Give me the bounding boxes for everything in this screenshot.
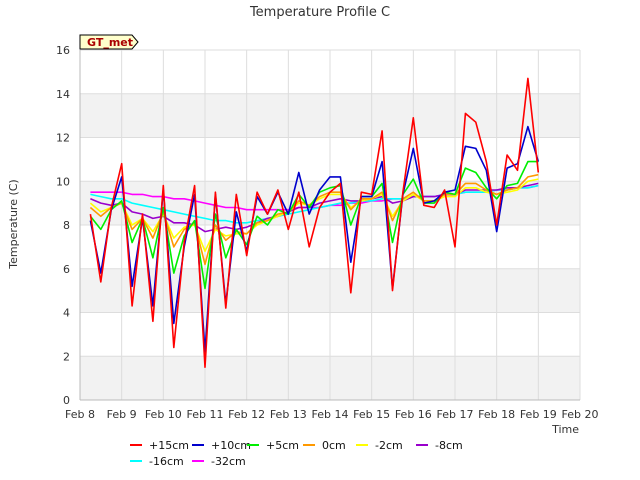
- legend-label: -2cm: [375, 439, 403, 452]
- x-tick-label: Feb 19: [520, 408, 557, 421]
- x-axis-label: Time: [551, 423, 579, 436]
- y-tick-label: 14: [56, 88, 70, 101]
- legend-label: +15cm: [149, 439, 189, 452]
- x-tick-labels: Feb 8 Feb 9 Feb 10 Feb 11 Feb 12 Feb 13 Feb 14…: [65, 408, 598, 421]
- x-tick-label: Feb 15: [353, 408, 390, 421]
- y-tick-label: 0: [63, 394, 70, 407]
- chart-title: Temperature Profile C: [249, 5, 390, 20]
- legend-label: -16cm: [149, 455, 184, 468]
- x-tick-label: Feb 9: [107, 408, 137, 421]
- x-tick-label: Feb 14: [312, 408, 349, 421]
- series-line: [89, 77, 540, 369]
- y-tick-label: 12: [56, 132, 70, 145]
- y-tick-label: 6: [63, 263, 70, 276]
- legend-label: -32cm: [211, 455, 246, 468]
- legend-label: +10cm: [211, 439, 251, 452]
- badge-label: GT_met: [87, 36, 133, 49]
- y-tick-label: 8: [63, 219, 70, 232]
- y-tick-labels: 0 2 4 6 8 10 12 14 16: [56, 44, 70, 407]
- legend-label: 0cm: [322, 439, 346, 452]
- x-tick-label: Feb 12: [228, 408, 265, 421]
- grid-lines: [79, 49, 581, 401]
- series-lines: [89, 77, 540, 369]
- y-tick-label: 16: [56, 44, 70, 57]
- y-tick-label: 10: [56, 175, 70, 188]
- legend: +15cm +10cm +5cm 0cm -2cm -8cm -16cm -32cm: [130, 439, 463, 468]
- y-tick-label: 4: [63, 307, 70, 320]
- badge-box: [79, 34, 139, 50]
- y-axis-label: Temperature (C): [7, 179, 20, 269]
- x-tick-label: Feb 8: [65, 408, 95, 421]
- x-tick-label: Feb 11: [187, 408, 224, 421]
- x-tick-label: Feb 20: [562, 408, 599, 421]
- x-tick-label: Feb 13: [270, 408, 307, 421]
- axes: [79, 50, 580, 401]
- x-tick-label: Feb 17: [437, 408, 474, 421]
- x-tick-label: Feb 10: [145, 408, 182, 421]
- legend-label: -8cm: [435, 439, 463, 452]
- x-tick-label: Feb 16: [395, 408, 432, 421]
- y-tick-label: 2: [63, 350, 70, 363]
- gt-met-badge: GT_met: [79, 34, 139, 50]
- x-tick-label: Feb 18: [478, 408, 515, 421]
- legend-label: +5cm: [266, 439, 299, 452]
